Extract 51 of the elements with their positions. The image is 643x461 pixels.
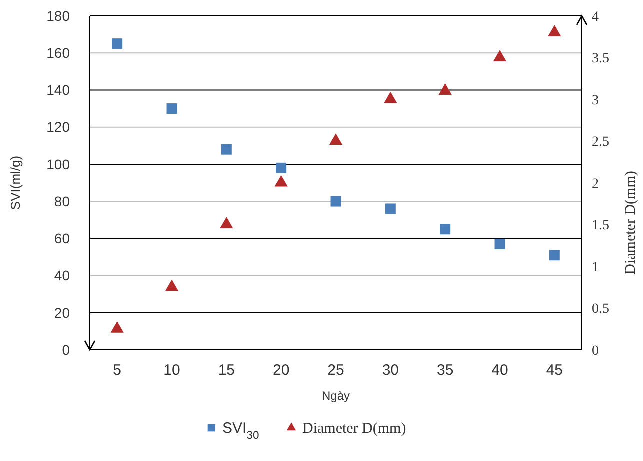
y2-tick-label: 2.5 [592,135,610,150]
point [549,250,560,261]
x-tick-label: 5 [113,362,122,379]
point [493,50,507,62]
point [166,104,178,114]
legend-label: SVI$_{30}$ [222,420,260,442]
y-tick-label: 140 [46,82,70,98]
point [110,322,124,333]
x-tick-label: 15 [218,362,236,379]
y-tick-label: 180 [46,8,70,24]
y-tick-label: 80 [54,193,70,210]
y-tick-label: 40 [54,268,70,284]
point [221,144,232,155]
point [330,196,342,207]
point [384,92,398,104]
point [274,175,288,187]
point [112,38,123,50]
point [329,134,343,146]
point [440,224,451,235]
y2-tick-label: 0.5 [592,302,610,318]
x-tick-label: 25 [328,362,344,379]
point [220,217,234,229]
y-tick-label: 0 [62,342,70,358]
point [494,238,506,250]
x-tick-label: 40 [492,362,508,379]
y2-tick-label: 3.5 [592,52,610,67]
x-tick-label: 30 [382,362,400,379]
y2-tick-label: 0 [592,344,599,359]
y-tick-label: 120 [46,119,70,136]
x-tick-label: 20 [272,362,290,379]
point [165,280,179,292]
y-tick-label: 100 [46,156,70,172]
y-tick-label: 20 [54,304,70,321]
point [438,84,452,95]
y2-tick-label: 3 [592,93,599,108]
legend-label: Diameter D(mm) [302,421,406,437]
x-tick-label: 10 [164,362,180,379]
y2-axis-title: Diameter D(mm) [623,171,639,275]
y2-tick-label: 1.5 [592,218,610,234]
y-tick-label: 60 [54,230,70,247]
point [548,25,562,36]
x-tick-label: 35 [436,362,454,379]
x-tick-label: 45 [546,362,564,379]
point [385,204,396,214]
x-axis-title: Ngày [322,389,350,403]
y-axis-title: SVI(ml/g) [8,156,23,210]
y2-tick-label: 2 [592,176,599,192]
y2-tick-label: 1 [592,260,599,276]
point [276,162,287,174]
y-tick-label: 160 [46,45,70,62]
y2-tick-label: 4 [592,10,599,25]
